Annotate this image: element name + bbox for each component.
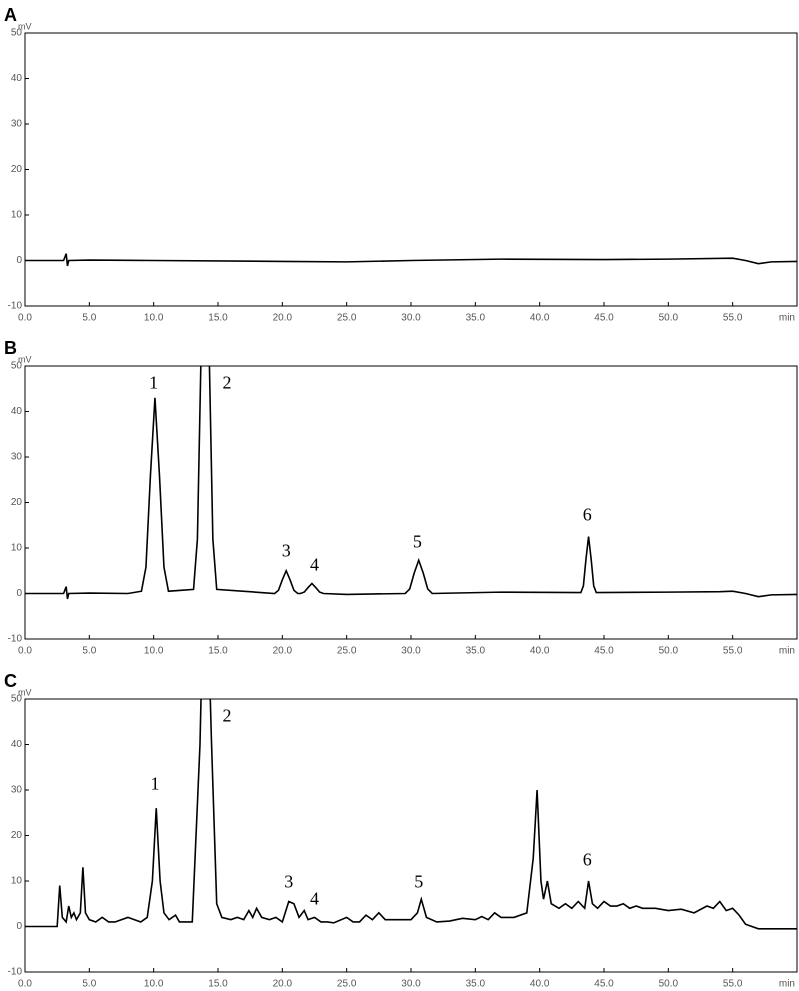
y-tick-label: 0 — [16, 255, 22, 266]
x-axis-unit: min — [779, 979, 795, 990]
trace — [25, 253, 797, 267]
x-tick-label: 55.0 — [723, 646, 743, 657]
y-tick-label: 10 — [11, 876, 23, 887]
x-tick-label: 30.0 — [401, 313, 421, 324]
x-axis-unit: min — [779, 313, 795, 324]
x-tick-label: 20.0 — [273, 313, 293, 324]
y-tick-label: 20 — [11, 830, 23, 841]
panel-label: B — [4, 338, 17, 358]
x-tick-label: 35.0 — [466, 646, 486, 657]
peak-label: 2 — [223, 705, 232, 725]
x-tick-label: 15.0 — [208, 979, 228, 990]
y-axis-unit: mV — [18, 687, 32, 697]
x-tick-label: 0.0 — [18, 646, 32, 657]
y-tick-label: 50 — [11, 694, 23, 705]
y-axis-unit: mV — [18, 21, 32, 31]
x-tick-label: 30.0 — [401, 979, 421, 990]
x-tick-label: 50.0 — [659, 979, 679, 990]
peak-label: 4 — [310, 889, 319, 909]
y-tick-label: 30 — [11, 119, 23, 130]
y-axis-unit: mV — [18, 354, 32, 364]
y-tick-label: -10 — [8, 634, 23, 645]
peak-label: 5 — [413, 532, 422, 552]
x-tick-label: 30.0 — [401, 646, 421, 657]
y-tick-label: -10 — [8, 301, 23, 312]
x-tick-label: 40.0 — [530, 646, 550, 657]
peak-label: 6 — [583, 850, 592, 870]
x-tick-label: 0.0 — [18, 313, 32, 324]
x-axis-unit: min — [779, 646, 795, 657]
x-tick-label: 0.0 — [18, 979, 32, 990]
y-tick-label: 50 — [11, 28, 23, 39]
y-tick-label: 50 — [11, 361, 23, 372]
plot-frame — [24, 365, 798, 640]
x-tick-label: 25.0 — [337, 646, 357, 657]
x-tick-label: 35.0 — [466, 979, 486, 990]
peak-label: 4 — [310, 554, 319, 574]
trace — [25, 366, 797, 600]
x-tick-label: 25.0 — [337, 979, 357, 990]
x-tick-label: 20.0 — [273, 646, 293, 657]
peak-label: 6 — [583, 504, 592, 524]
y-tick-label: 0 — [16, 921, 22, 932]
plot-frame — [24, 698, 798, 973]
y-tick-label: -10 — [8, 967, 23, 978]
y-tick-label: 20 — [11, 497, 23, 508]
x-tick-label: 10.0 — [144, 979, 164, 990]
x-tick-label: 50.0 — [659, 646, 679, 657]
y-tick-label: 30 — [11, 452, 23, 463]
x-tick-label: 10.0 — [144, 313, 164, 324]
peak-label: 1 — [150, 774, 159, 794]
panel: AmV min -10 0 10 20 30 40 50 0.0 5.0 10.0 15.0 20.0 25… — [4, 5, 798, 324]
peak-label: 3 — [284, 871, 293, 891]
peak-label: 2 — [223, 372, 232, 392]
x-tick-label: 45.0 — [594, 313, 614, 324]
x-tick-label: 55.0 — [723, 979, 743, 990]
x-tick-label: 5.0 — [82, 313, 96, 324]
peak-label: 5 — [414, 871, 423, 891]
peak-label: 3 — [282, 541, 291, 561]
x-tick-label: 50.0 — [659, 313, 679, 324]
x-tick-label: 40.0 — [530, 313, 550, 324]
y-tick-label: 40 — [11, 73, 23, 84]
x-tick-label: 45.0 — [594, 979, 614, 990]
plot-frame — [24, 32, 798, 307]
x-tick-label: 5.0 — [82, 979, 96, 990]
y-tick-label: 10 — [11, 543, 23, 554]
x-tick-label: 10.0 — [144, 646, 164, 657]
y-tick-label: 40 — [11, 739, 23, 750]
y-tick-label: 40 — [11, 406, 23, 417]
x-tick-label: 20.0 — [273, 979, 293, 990]
y-tick-label: 20 — [11, 164, 23, 175]
panel-label: A — [4, 5, 17, 25]
y-tick-label: 0 — [16, 588, 22, 599]
trace — [25, 699, 797, 930]
peak-label: 1 — [149, 372, 158, 392]
y-tick-label: 10 — [11, 210, 23, 221]
x-tick-label: 45.0 — [594, 646, 614, 657]
panel-label: C — [4, 671, 17, 691]
x-tick-label: 40.0 — [530, 979, 550, 990]
x-tick-label: 15.0 — [208, 646, 228, 657]
x-tick-label: 35.0 — [466, 313, 486, 324]
x-tick-label: 25.0 — [337, 313, 357, 324]
x-tick-label: 55.0 — [723, 313, 743, 324]
x-tick-label: 15.0 — [208, 313, 228, 324]
y-tick-label: 30 — [11, 785, 23, 796]
x-tick-label: 5.0 — [82, 646, 96, 657]
